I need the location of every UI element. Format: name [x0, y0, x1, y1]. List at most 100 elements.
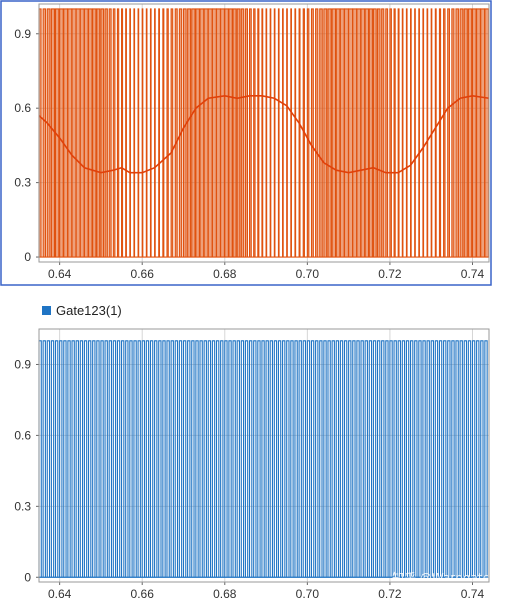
pwm-pulse [352, 8, 357, 258]
pwm-pulse [451, 8, 454, 258]
pwm-pulse [373, 8, 377, 258]
pwm-pulse-edge [484, 340, 488, 578]
pwm-pulse-edge [100, 340, 104, 578]
pwm-pulse-edge [96, 8, 101, 258]
pwm-pulse [336, 8, 340, 258]
pwm-pulse-edge [253, 8, 256, 258]
pwm-pulse-edge [426, 340, 430, 578]
pwm-pulse [484, 8, 489, 258]
pwm-pulse-edge [137, 340, 141, 578]
pwm-pulse-edge [121, 340, 125, 578]
watermark: 知乎 @Warpgate [392, 571, 490, 585]
pwm-pulse-edge [434, 8, 437, 258]
pwm-pulse-edge [224, 8, 229, 258]
pwm-pulse-edge [112, 8, 116, 258]
pwm-pulse-edge [422, 340, 426, 578]
pwm-pulse [92, 8, 96, 258]
pwm-pulse-edge [339, 340, 344, 578]
y-tick-label: 0 [24, 250, 31, 264]
pwm-pulse-edge [59, 340, 63, 578]
pwm-pulse-edge [244, 8, 249, 258]
pwm-pulse-edge [381, 340, 385, 578]
pwm-pulse-edge [467, 8, 473, 258]
pwm-pulse [319, 8, 323, 258]
pwm-pulse [76, 8, 81, 258]
pwm-pulse-edge [178, 340, 183, 578]
pwm-pulse [212, 8, 217, 258]
pwm-pulse-edge [162, 8, 165, 258]
pwm-pulse-edge [133, 8, 136, 258]
pwm-pulse-edge [455, 340, 459, 578]
pwm-pulse-edge [277, 8, 280, 258]
legend-label-gate123: Gate123(1) [56, 303, 122, 318]
pwm-pulse [480, 8, 485, 258]
pwm-pulse-edge [434, 340, 439, 578]
pwm-pulse-edge [269, 340, 274, 578]
pwm-pulse-edge [265, 340, 269, 578]
pwm-pulse-edge [174, 340, 179, 578]
pwm-pulse-edge [170, 340, 174, 578]
pwm-pulse [63, 8, 68, 258]
pwm-pulse-edge [92, 8, 97, 258]
pwm-pulse-edge [207, 340, 212, 578]
top-pwm-series [38, 8, 490, 258]
pwm-pulse-edge [83, 340, 88, 578]
x-tick-label: 0.72 [378, 267, 402, 281]
legend[interactable]: Gate123(1) [42, 303, 122, 318]
pwm-pulse [472, 8, 477, 258]
pwm-pulse [183, 8, 187, 258]
pwm-pulse-edge [67, 340, 71, 578]
pwm-pulse [224, 8, 229, 258]
pwm-pulse-edge [96, 340, 100, 578]
pwm-pulse-edge [306, 340, 311, 578]
pwm-pulse [43, 8, 46, 258]
pwm-pulse [311, 8, 314, 258]
y-tick-label: 0.3 [14, 176, 31, 190]
pwm-pulse-edge [368, 340, 373, 578]
pwm-pulse [323, 8, 327, 258]
pwm-pulse-edge [447, 8, 451, 258]
top-chart: 0 0.3 0.6 0.9 0.64 0.66 0.68 0.70 0.72 0.74 [0, 0, 492, 286]
pwm-pulse-edge [63, 340, 67, 578]
x-tick-label: 0.74 [461, 587, 485, 601]
pwm-pulse-edge [269, 8, 272, 258]
pwm-pulse-edge [149, 340, 154, 578]
x-tick-label: 0.66 [131, 587, 155, 601]
pwm-pulse-edge [46, 8, 51, 258]
pwm-pulse-edge [141, 340, 146, 578]
pwm-pulse-edge [191, 340, 195, 578]
pwm-pulse-edge [443, 8, 446, 258]
pwm-pulse-edge [310, 340, 315, 578]
pwm-pulse-edge [414, 8, 416, 258]
pwm-pulse-edge [50, 340, 55, 578]
pwm-pulse-edge [426, 8, 429, 258]
pwm-pulse [84, 8, 89, 258]
pwm-pulse-edge [211, 340, 216, 578]
pwm-pulse [385, 8, 388, 258]
pwm-pulse [348, 8, 353, 258]
pwm-pulse [204, 8, 208, 258]
pwm-pulse-edge [476, 340, 480, 578]
pwm-pulse-edge [385, 340, 389, 578]
pwm-pulse-edge [397, 8, 400, 258]
pwm-pulse [315, 8, 318, 258]
pwm-pulse-edge [323, 340, 327, 578]
pwm-pulse-edge [331, 8, 337, 258]
pwm-pulse-edge [166, 8, 169, 258]
pwm-pulse-edge [87, 340, 92, 578]
pwm-pulse-edge [116, 340, 121, 578]
pwm-pulse-edge [257, 340, 261, 578]
pwm-pulse-edge [319, 8, 323, 258]
pwm-pulse [100, 8, 104, 258]
pwm-pulse-edge [145, 8, 148, 258]
bottom-chart: Gate123(1) 00.30.60.9 0.64 0.66 0.68 0.70 0.… [14, 303, 490, 601]
pwm-pulse-edge [104, 8, 108, 258]
pwm-pulse [340, 8, 345, 258]
pwm-pulse [228, 8, 233, 258]
pwm-pulse-edge [327, 8, 332, 258]
pwm-pulse-edge [286, 340, 290, 578]
pwm-pulse [249, 8, 252, 258]
pwm-pulse-edge [376, 8, 381, 258]
pwm-pulse [365, 8, 369, 258]
pwm-pulse-edge [467, 340, 472, 578]
